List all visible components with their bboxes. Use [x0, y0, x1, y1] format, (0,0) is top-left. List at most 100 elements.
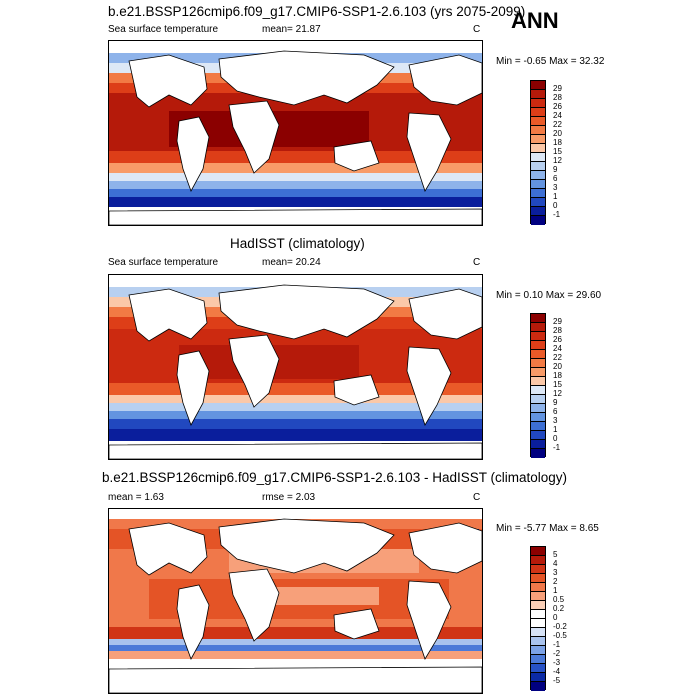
- panel1-minmax: Min = -0.65 Max = 32.32: [496, 56, 605, 67]
- panel1-colorbar-cell: [531, 108, 545, 117]
- panel3-tick: 4: [553, 559, 558, 568]
- panel1-tick: 6: [553, 174, 558, 183]
- panel3-mean-label: mean = 1.63: [108, 492, 164, 503]
- panel2-title: HadISST (climatology): [230, 236, 365, 251]
- panel3-minmax: Min = -5.77 Max = 8.65: [496, 523, 599, 534]
- panel1-tick: 28: [553, 93, 562, 102]
- panel2-minmax: Min = 0.10 Max = 29.60: [496, 290, 602, 301]
- panel2-colorbar-cell: [531, 341, 545, 350]
- panel1-tick: 29: [553, 84, 562, 93]
- panel3-tick: -4: [553, 667, 561, 676]
- panel1-tick: 15: [553, 147, 562, 156]
- panel3-colorbar-cell: [531, 664, 545, 673]
- panel3-tick: -5: [553, 676, 561, 685]
- panel2-tick: 20: [553, 362, 562, 371]
- panel1-tick: 22: [553, 120, 562, 129]
- panel2-tick: 26: [553, 335, 562, 344]
- panel3-colorbar-cell: [531, 601, 545, 610]
- panel1-tick: 20: [553, 129, 562, 138]
- panel3-map-svg: [109, 509, 482, 693]
- panel2-colorbar-cell: [531, 386, 545, 395]
- panel1-unit-label: C: [473, 24, 481, 35]
- panel3-tick: 0.2: [553, 604, 565, 613]
- panel3-colorbar-cell: [531, 583, 545, 592]
- panel1-tick: 0: [553, 201, 558, 210]
- panel1-colorbar-cell: [531, 99, 545, 108]
- panel2-colorbar-cell: [531, 404, 545, 413]
- panel3-colorbar-cell: [531, 628, 545, 637]
- panel3-colorbar: [530, 546, 546, 691]
- panel3-colorbar-cell: [531, 682, 545, 691]
- panel2-colorbar-cell: [531, 395, 545, 404]
- panel2-colorbar-cell: [531, 431, 545, 440]
- panel2-map: [108, 274, 483, 460]
- panel2-tick: 22: [553, 353, 562, 362]
- panel2-colorbar-cell: [531, 449, 545, 458]
- panel2-tick: 12: [553, 389, 562, 398]
- panel3-tick: 2: [553, 577, 558, 586]
- panel3-tick: 0.5: [553, 595, 565, 604]
- panel1-tick: 9: [553, 165, 558, 174]
- panel3-tick: 5: [553, 550, 558, 559]
- panel1-colorbar-cell: [531, 117, 545, 126]
- panel2-mean-label: mean= 20.24: [262, 257, 321, 268]
- panel1-map: [108, 40, 483, 226]
- panel1-title: b.e21.BSSP126cmip6.f09_g17.CMIP6-SSP1-2.…: [108, 4, 526, 19]
- panel3-tick: 1: [553, 586, 558, 595]
- panel2-map-svg: [109, 275, 482, 459]
- panel1-colorbar-cell: [531, 144, 545, 153]
- panel2-colorbar-cell: [531, 440, 545, 449]
- panel3-colorbar-cell: [531, 547, 545, 556]
- panel1-colorbar-cell: [531, 171, 545, 180]
- panel1-tick: 24: [553, 111, 562, 120]
- panel2-colorbar-cell: [531, 368, 545, 377]
- panel1-colorbar-cell: [531, 153, 545, 162]
- season-label: ANN: [511, 8, 559, 33]
- panel3-tick: 3: [553, 568, 558, 577]
- panel2-tick: -1: [553, 443, 561, 452]
- panel1-colorbar-cell: [531, 135, 545, 144]
- panel2-colorbar: [530, 313, 546, 458]
- panel3-colorbar-cell: [531, 619, 545, 628]
- panel1-colorbar-cell: [531, 180, 545, 189]
- panel3-colorbar-cell: [531, 574, 545, 583]
- panel2-colorbar-cell: [531, 332, 545, 341]
- panel3-colorbar-cell: [531, 673, 545, 682]
- panel1-tick: 3: [553, 183, 558, 192]
- panel2-colorbar-cell: [531, 350, 545, 359]
- panel3-tick: 0: [553, 613, 558, 622]
- panel2-tick: 6: [553, 407, 558, 416]
- panel2-colorbar-cell: [531, 377, 545, 386]
- panel1-colorbar-cell: [531, 90, 545, 99]
- panel2-colorbar-cell: [531, 413, 545, 422]
- panel2-tick: 18: [553, 371, 562, 380]
- panel2-tick: 29: [553, 317, 562, 326]
- panel2-tick: 9: [553, 398, 558, 407]
- panel3-unit-label: C: [473, 492, 481, 503]
- panel1-mean-label: mean= 21.87: [262, 24, 321, 35]
- panel2-tick: 28: [553, 326, 562, 335]
- panel3-tick: -2: [553, 649, 561, 658]
- panel1-variable-label: Sea surface temperature: [108, 24, 219, 35]
- panel1-tick: 12: [553, 156, 562, 165]
- panel1-colorbar-cell: [531, 162, 545, 171]
- panel1-tick: 18: [553, 138, 562, 147]
- panel2-tick: 0: [553, 434, 558, 443]
- panel3-tick: -1: [553, 640, 561, 649]
- panel1-colorbar-cell: [531, 126, 545, 135]
- panel1-colorbar-cell: [531, 81, 545, 90]
- panel2-tick: 15: [553, 380, 562, 389]
- panel3-tick: -3: [553, 658, 561, 667]
- panel3-rmse-label: rmse = 2.03: [262, 492, 316, 503]
- panel3-tick: -0.5: [553, 631, 567, 640]
- panel1-tick: -1: [553, 210, 561, 219]
- panel1-colorbar-cell: [531, 198, 545, 207]
- panel1-colorbar-cell: [531, 189, 545, 198]
- panel2-tick: 3: [553, 416, 558, 425]
- panel1-colorbar-cell: [531, 207, 545, 216]
- panel3-map: [108, 508, 483, 694]
- panel1-tick: 1: [553, 192, 558, 201]
- panel2-colorbar-cell: [531, 323, 545, 332]
- panel3-tick: -0.2: [553, 622, 567, 631]
- panel1-colorbar-cell: [531, 216, 545, 225]
